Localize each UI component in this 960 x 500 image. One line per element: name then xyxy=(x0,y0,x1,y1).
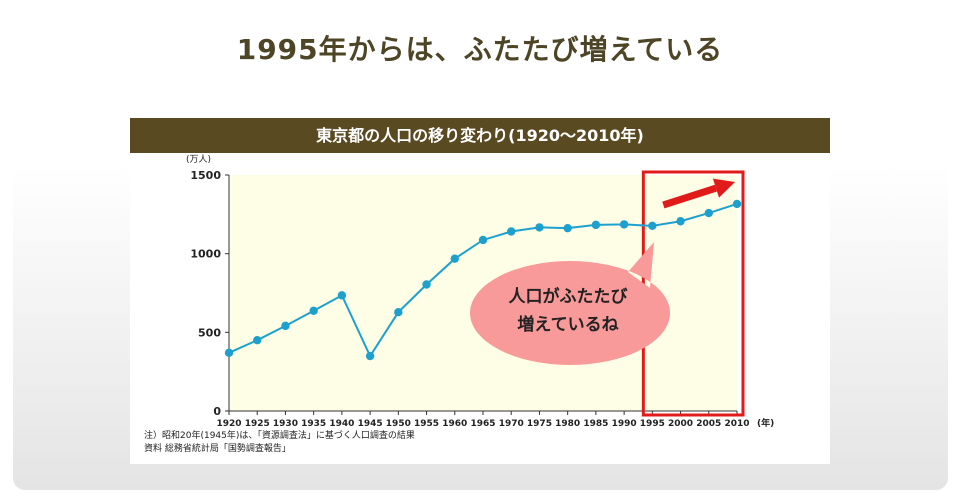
data-point xyxy=(676,217,685,226)
line-chart: 0 500 1000 1500 1920 1925 1930 1935 1940 1945 1950… xyxy=(186,154,774,429)
x-tick-label: 1925 xyxy=(245,419,270,429)
data-point xyxy=(450,254,459,263)
x-tick-label: 2000 xyxy=(668,419,693,429)
chart-notes: 注）昭和20年(1945年)は、「資源調査法」に基づく人口調査の結果 資料 総務… xyxy=(144,430,415,456)
data-point xyxy=(478,235,488,245)
chart-title: 東京都の人口の移り変わり(1920〜2010年) xyxy=(130,118,830,153)
x-tick-label: 1960 xyxy=(442,419,467,429)
y-tick-label: 1500 xyxy=(190,169,221,182)
trend-arrow-shaft xyxy=(662,184,718,209)
data-point xyxy=(619,220,629,229)
chart-panel: 東京都の人口の移り変わり(1920〜2010年) 0 500 1000 1500 192… xyxy=(130,118,830,464)
x-tick-label: 1950 xyxy=(386,419,411,429)
x-tick-label: 1975 xyxy=(527,419,552,429)
data-point xyxy=(365,351,375,361)
data-point xyxy=(648,221,657,231)
data-point xyxy=(281,321,290,331)
data-point xyxy=(309,306,318,315)
page-title: 1995年からは、ふたたび増えている xyxy=(236,33,724,66)
y-tick-label: 1000 xyxy=(190,248,221,261)
y-tick-label: 0 xyxy=(213,405,221,418)
x-tick-label: 1935 xyxy=(301,419,326,429)
x-tick-label: 2005 xyxy=(696,419,721,429)
data-point xyxy=(224,348,234,357)
data-point xyxy=(535,223,544,232)
x-tick-label: 1930 xyxy=(273,419,298,429)
x-tick-label: 1980 xyxy=(555,419,580,429)
data-point xyxy=(253,336,262,345)
x-tick-label: 1970 xyxy=(499,419,524,429)
source-line: 資料 総務省統計局「国勢調査報告」 xyxy=(144,444,291,454)
speech-line-1: 人口がふたたび xyxy=(508,287,628,307)
speech-bubble xyxy=(470,242,670,365)
x-tick-label: 1985 xyxy=(583,419,608,429)
x-tick-label: 2010 xyxy=(724,419,749,429)
data-point xyxy=(704,208,713,218)
speech-line-2: 増えているね xyxy=(517,315,619,335)
data-point xyxy=(591,220,601,230)
speech-bubble-text: 人口がふたたび 増えているね xyxy=(468,283,668,339)
x-tick-label: 1945 xyxy=(358,419,383,429)
x-tick-label: 1990 xyxy=(612,419,637,429)
data-point xyxy=(732,199,742,209)
data-point xyxy=(563,223,572,233)
x-tick-label: 1920 xyxy=(216,419,241,429)
x-axis-label: (年) xyxy=(757,417,774,429)
y-axis-label: (万人) xyxy=(186,154,211,165)
y-tick-label: 500 xyxy=(198,326,221,339)
data-point xyxy=(337,291,347,300)
data-point xyxy=(507,227,516,236)
x-tick-label: 1940 xyxy=(329,419,354,429)
note-line: 注）昭和20年(1945年)は、「資源調査法」に基づく人口調査の結果 xyxy=(144,431,415,441)
data-point xyxy=(394,307,403,317)
x-tick-label: 1965 xyxy=(470,419,495,429)
x-tick-label: 1995 xyxy=(640,419,665,429)
trend-arrow-head xyxy=(712,178,735,198)
x-tick-label: 1955 xyxy=(414,419,439,429)
data-point xyxy=(422,280,431,289)
